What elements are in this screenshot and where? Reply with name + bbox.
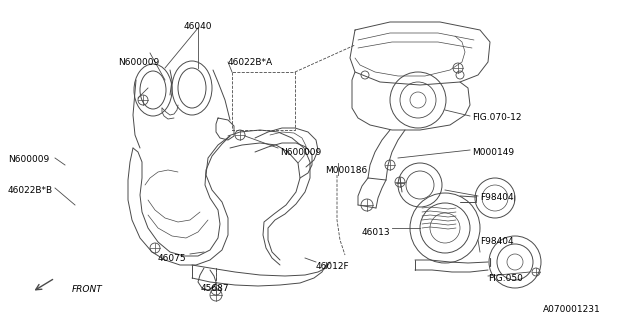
Text: 46040: 46040 xyxy=(184,22,212,31)
Text: F98404: F98404 xyxy=(480,237,514,246)
Text: M000149: M000149 xyxy=(472,148,514,157)
Text: FIG.050: FIG.050 xyxy=(488,274,523,283)
Text: FIG.070-12: FIG.070-12 xyxy=(472,113,522,122)
Text: 46022B*A: 46022B*A xyxy=(228,58,273,67)
Text: 46012F: 46012F xyxy=(316,262,349,271)
Text: F98404: F98404 xyxy=(480,193,514,202)
Text: FRONT: FRONT xyxy=(72,285,103,294)
Text: N600009: N600009 xyxy=(8,155,49,164)
Text: 45687: 45687 xyxy=(201,284,229,293)
Text: N600009: N600009 xyxy=(118,58,159,67)
Text: N600009: N600009 xyxy=(280,148,321,157)
Text: 46075: 46075 xyxy=(157,254,186,263)
Text: M000186: M000186 xyxy=(325,166,367,175)
Text: 46022B*B: 46022B*B xyxy=(8,186,53,195)
Text: A070001231: A070001231 xyxy=(543,305,601,314)
Text: 46013: 46013 xyxy=(362,228,390,237)
